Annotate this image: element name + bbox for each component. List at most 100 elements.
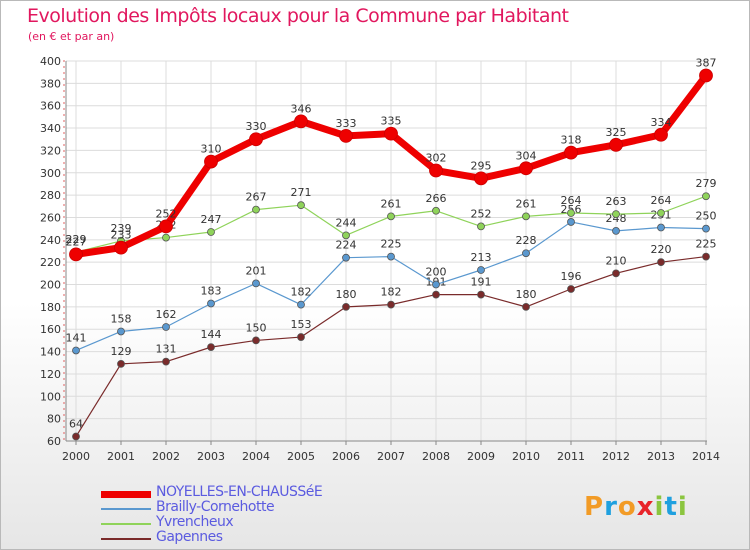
data-label-gapennes: 180 [336,288,357,301]
data-point-brailly-cornehotte [342,253,350,262]
data-point-yvrencheux [297,201,305,210]
legend-label: NOYELLES-EN-CHAUSSéE [156,484,323,500]
data-point-brailly-cornehotte [252,279,260,288]
y-tick-label: 80 [47,413,61,426]
logo-letter: o [617,492,637,522]
y-tick-label: 380 [40,77,61,90]
legend-swatch [101,491,151,498]
data-point-yvrencheux [522,212,530,221]
data-label-gapennes: 191 [471,276,492,289]
legend-item-yvrencheux: Yvrencheux [101,514,401,531]
chart-subtitle: (en € et par an) [28,30,115,43]
data-point-yvrencheux [387,212,395,221]
data-label-gapennes: 153 [291,318,312,331]
data-label-noyelles-en-chauss-e: 325 [606,126,627,139]
data-label-noyelles-en-chauss-e: 330 [246,120,267,133]
data-label-noyelles-en-chauss-e: 310 [201,143,222,156]
data-label-yvrencheux: 252 [471,207,492,220]
legend-item-brailly-cornehotte: Brailly-Cornehotte [101,499,401,516]
data-label-brailly-cornehotte: 201 [246,264,267,277]
data-label-noyelles-en-chauss-e: 387 [696,57,717,70]
chart-legend: NOYELLES-EN-CHAUSSéE Brailly-Cornehotte Yv… [101,484,401,546]
data-point-brailly-cornehotte [387,252,395,261]
data-point-yvrencheux [477,222,485,231]
data-label-yvrencheux: 279 [696,177,717,190]
data-point-noyelles-en-chauss-e [609,137,623,152]
x-tick-label: 2004 [242,450,270,463]
logo-letter: r [604,492,618,522]
data-point-yvrencheux [162,233,170,242]
data-label-yvrencheux: 264 [651,194,672,207]
x-tick-label: 2002 [152,450,180,463]
x-tick-label: 2010 [512,450,540,463]
data-label-noyelles-en-chauss-e: 227 [66,235,87,248]
data-label-gapennes: 210 [606,254,627,267]
data-point-yvrencheux [342,231,350,240]
data-point-brailly-cornehotte [207,299,215,308]
data-label-gapennes: 64 [69,418,83,431]
data-label-noyelles-en-chauss-e: 233 [111,229,132,242]
y-tick-label: 280 [40,189,61,202]
data-label-gapennes: 220 [651,243,672,256]
data-label-brailly-cornehotte: 182 [291,286,312,299]
data-label-brailly-cornehotte: 228 [516,234,537,247]
x-tick-label: 2011 [557,450,585,463]
data-label-yvrencheux: 266 [426,192,447,205]
data-label-brailly-cornehotte: 225 [381,238,402,251]
y-tick-label: 120 [40,368,61,381]
data-label-yvrencheux: 264 [561,194,582,207]
data-point-gapennes [657,258,665,267]
logo-letter: i [654,492,665,522]
logo-letter: i [677,492,688,522]
data-point-yvrencheux [612,210,620,219]
y-tick-label: 360 [40,100,61,113]
y-tick-label: 240 [40,234,61,247]
data-label-brailly-cornehotte: 250 [696,210,717,223]
data-label-noyelles-en-chauss-e: 302 [426,152,447,165]
x-tick-label: 2001 [107,450,135,463]
data-label-yvrencheux: 261 [516,197,537,210]
y-tick-label: 260 [40,211,61,224]
y-tick-label: 340 [40,122,61,135]
y-tick-label: 180 [40,301,61,314]
data-label-noyelles-en-chauss-e: 252 [156,207,177,220]
logo-letter: t [664,492,678,522]
x-tick-label: 2000 [62,450,90,463]
data-point-brailly-cornehotte [117,327,125,336]
data-label-noyelles-en-chauss-e: 304 [516,149,537,162]
data-label-gapennes: 144 [201,328,222,341]
x-tick-label: 2006 [332,450,360,463]
x-tick-label: 2012 [602,450,630,463]
data-label-noyelles-en-chauss-e: 295 [471,159,492,172]
data-label-brailly-cornehotte: 183 [201,285,222,298]
data-point-gapennes [342,302,350,311]
data-point-gapennes [387,300,395,309]
proxiti-logo: Proxiti [584,492,688,522]
logo-letter: P [584,492,605,522]
chart-title: Evolution des Impôts locaux pour la Comm… [27,5,569,27]
data-label-yvrencheux: 267 [246,191,267,204]
data-point-gapennes [612,269,620,278]
data-label-noyelles-en-chauss-e: 334 [651,116,672,129]
data-point-yvrencheux [657,209,665,217]
y-tick-label: 320 [40,144,61,157]
data-point-gapennes [117,359,125,368]
y-tick-label: 200 [40,279,61,292]
x-tick-label: 2005 [287,450,315,463]
y-tick-label: 160 [40,323,61,336]
data-label-gapennes: 150 [246,321,267,334]
y-tick-label: 60 [47,435,61,448]
legend-item-gapennes: Gapennes [101,529,401,546]
x-tick-label: 2013 [647,450,675,463]
data-point-noyelles-en-chauss-e [519,161,533,176]
data-point-yvrencheux [252,205,260,214]
data-label-yvrencheux: 271 [291,186,312,199]
x-tick-label: 2003 [197,450,225,463]
data-point-yvrencheux [432,206,440,215]
data-label-gapennes: 196 [561,270,582,283]
x-tick-label: 2007 [377,450,405,463]
data-label-brailly-cornehotte: 213 [471,251,492,264]
data-point-noyelles-en-chauss-e [159,219,173,234]
data-label-brailly-cornehotte: 162 [156,308,177,321]
